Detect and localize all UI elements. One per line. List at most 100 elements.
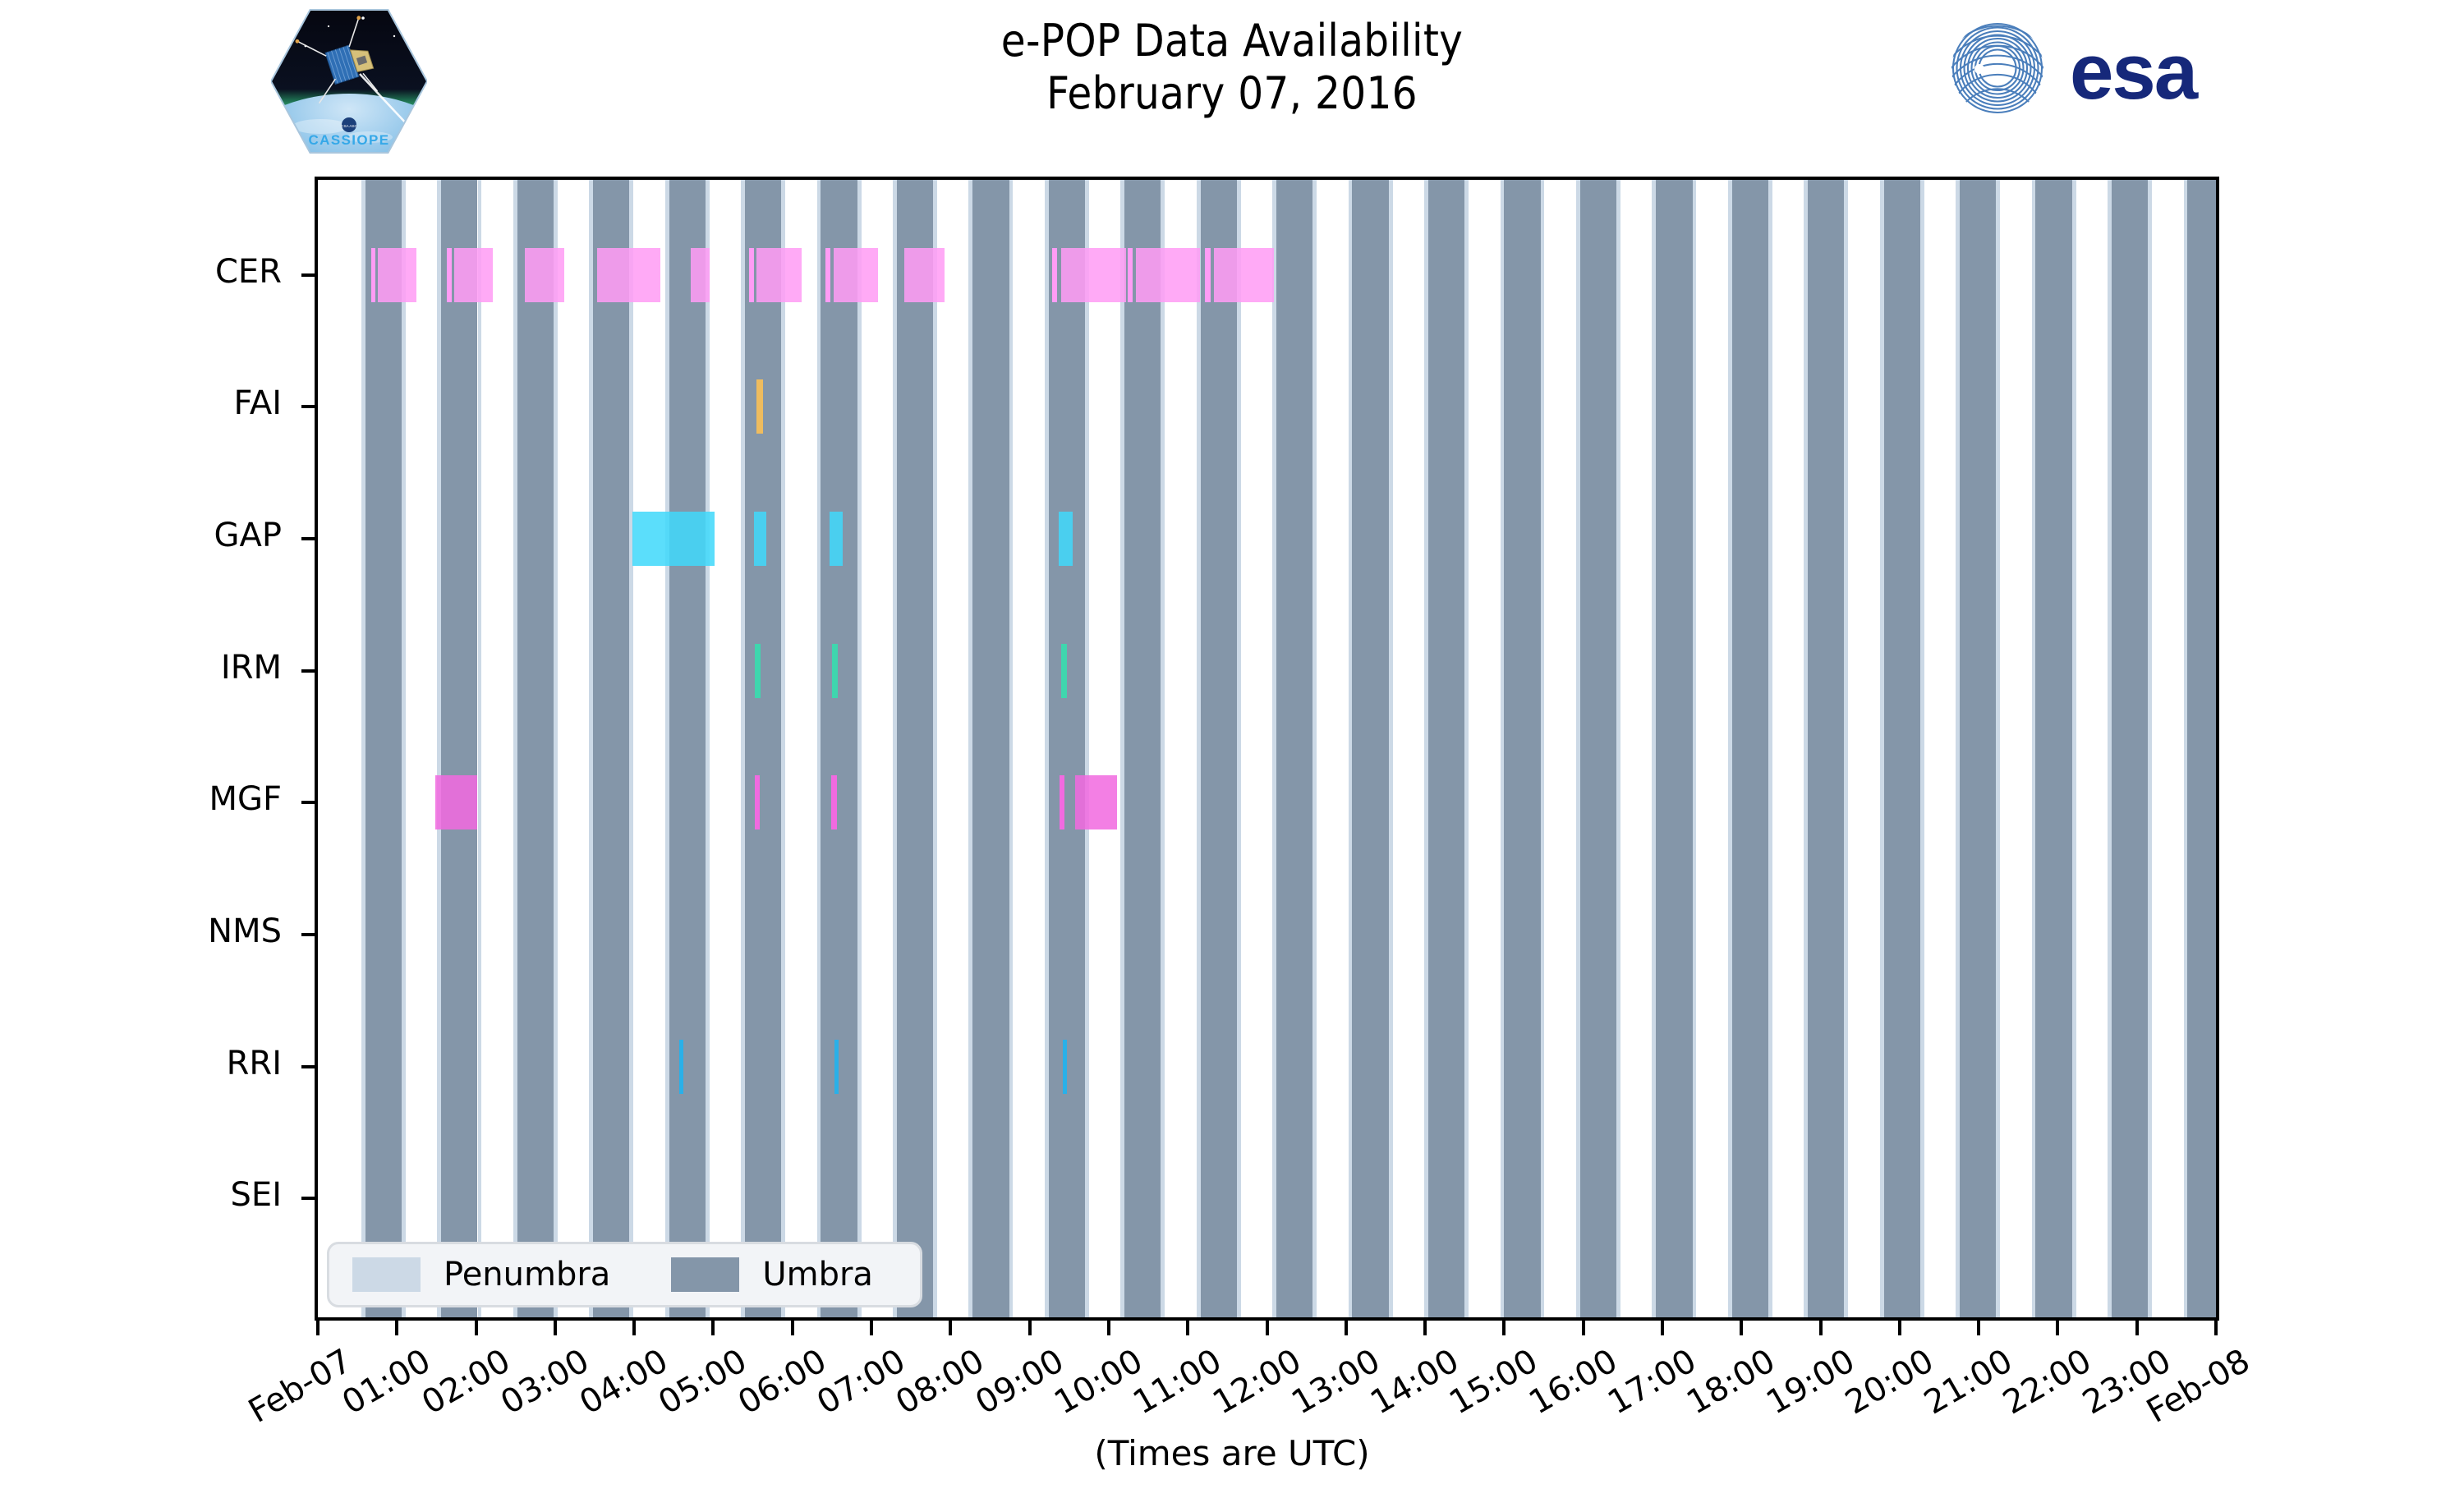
x-tick-mark xyxy=(1265,1321,1269,1335)
data-bar-mgf xyxy=(434,775,478,830)
data-bar-cer xyxy=(748,247,754,302)
umbra-band xyxy=(1427,180,1465,1317)
x-tick-mark xyxy=(2056,1321,2060,1335)
penumbra-band xyxy=(1464,180,1469,1317)
penumbra-band xyxy=(1616,180,1620,1317)
penumbra-band xyxy=(1161,180,1165,1317)
umbra-band xyxy=(1200,180,1237,1317)
penumbra-band xyxy=(1919,180,1924,1317)
penumbra-band xyxy=(968,180,973,1317)
data-bar-mgf xyxy=(1060,775,1064,830)
penumbra-band xyxy=(1879,180,1884,1317)
data-bar-gap xyxy=(830,512,844,567)
data-bar-cer xyxy=(1205,247,1211,302)
data-bar-rri xyxy=(679,1039,684,1094)
x-tick-mark xyxy=(1027,1321,1032,1335)
penumbra-band xyxy=(816,180,821,1317)
umbra-band xyxy=(669,180,706,1317)
legend-item-penumbra: Penumbra xyxy=(352,1256,610,1294)
data-bar-cer xyxy=(453,247,493,302)
penumbra-band xyxy=(857,180,862,1317)
chart-legend: Penumbra Umbra xyxy=(327,1242,922,1307)
x-tick-mark xyxy=(1897,1321,1901,1335)
legend-label-penumbra: Penumbra xyxy=(444,1256,611,1294)
penumbra-band xyxy=(629,180,634,1317)
penumbra-band xyxy=(1424,180,1428,1317)
penumbra-band xyxy=(781,180,786,1317)
penumbra-band xyxy=(553,180,558,1317)
x-tick-mark xyxy=(790,1321,794,1335)
penumbra-band xyxy=(513,180,517,1317)
data-bar-cer xyxy=(446,247,452,302)
penumbra-band xyxy=(2031,180,2036,1317)
x-axis-caption: (Times are UTC) xyxy=(1094,1433,1370,1473)
data-bar-cer xyxy=(825,247,830,302)
page-header: CSA ASC CASSIOPE e-POP Data Availability… xyxy=(0,0,2464,164)
x-tick-mark xyxy=(870,1321,874,1335)
penumbra-band xyxy=(1956,180,1960,1317)
page-title: e-POP Data Availability February 07, 201… xyxy=(575,15,1889,119)
penumbra-band xyxy=(1236,180,1241,1317)
umbra-band xyxy=(744,180,782,1317)
y-tick-mark xyxy=(301,405,315,409)
data-bar-mgf xyxy=(1075,775,1117,830)
penumbra-band xyxy=(1768,180,1772,1317)
penumbra-band xyxy=(1996,180,2001,1317)
penumbra-band xyxy=(2148,180,2152,1317)
penumbra-band xyxy=(1727,180,1732,1317)
data-bar-cer xyxy=(1135,247,1200,302)
umbra-band xyxy=(1276,180,1313,1317)
penumbra-band xyxy=(2183,180,2188,1317)
x-tick-mark xyxy=(1581,1321,1585,1335)
penumbra-band xyxy=(1500,180,1505,1317)
cassiope-logo: CSA ASC CASSIOPE xyxy=(269,3,429,159)
esa-logo: esa xyxy=(1938,15,2300,122)
data-bar-cer xyxy=(1213,247,1275,302)
y-tick-label-cer: CER xyxy=(215,252,282,291)
umbra-band xyxy=(1656,180,1693,1317)
y-tick-label-nms: NMS xyxy=(208,912,282,951)
data-bar-gap xyxy=(1059,512,1073,567)
x-tick-mark xyxy=(1186,1321,1190,1335)
title-line-2: February 07, 2016 xyxy=(1046,67,1418,119)
data-bar-cer xyxy=(378,247,417,302)
penumbra-band xyxy=(1692,180,1697,1317)
umbra-band xyxy=(2035,180,2072,1317)
umbra-band xyxy=(1808,180,1845,1317)
umbra-band xyxy=(2111,180,2149,1317)
data-bar-rri xyxy=(834,1039,839,1094)
umbra-band xyxy=(972,180,1009,1317)
legend-item-umbra: Umbra xyxy=(671,1256,873,1294)
umbra-band xyxy=(1731,180,1768,1317)
y-tick-mark xyxy=(301,1197,315,1201)
data-bar-cer xyxy=(1128,247,1133,302)
umbra-band xyxy=(441,180,478,1317)
x-tick-mark xyxy=(1423,1321,1427,1335)
x-tick-mark xyxy=(1502,1321,1506,1335)
data-bar-irm xyxy=(831,643,838,698)
x-tick-mark xyxy=(553,1321,557,1335)
penumbra-band xyxy=(741,180,745,1317)
y-tick-mark xyxy=(301,537,315,541)
umbra-band xyxy=(1124,180,1161,1317)
y-tick-label-mgf: MGF xyxy=(209,780,282,819)
penumbra-band xyxy=(664,180,669,1317)
umbra-band xyxy=(593,180,630,1317)
umbra-band xyxy=(1960,180,1997,1317)
y-tick-label-sei: SEI xyxy=(230,1176,282,1215)
x-tick-mark xyxy=(1660,1321,1664,1335)
penumbra-band xyxy=(2108,180,2112,1317)
data-bar-cer xyxy=(904,247,945,302)
penumbra-band xyxy=(2071,180,2076,1317)
penumbra-band xyxy=(589,180,594,1317)
legend-swatch-umbra xyxy=(671,1257,740,1292)
penumbra-band xyxy=(1272,180,1277,1317)
penumbra-band xyxy=(893,180,897,1317)
data-bar-fai xyxy=(756,379,764,434)
data-bar-cer xyxy=(756,247,802,302)
penumbra-band xyxy=(705,180,710,1317)
penumbra-band xyxy=(1085,180,1089,1317)
x-tick-mark xyxy=(1344,1321,1348,1335)
data-bar-mgf xyxy=(754,775,761,830)
penumbra-band xyxy=(361,180,365,1317)
